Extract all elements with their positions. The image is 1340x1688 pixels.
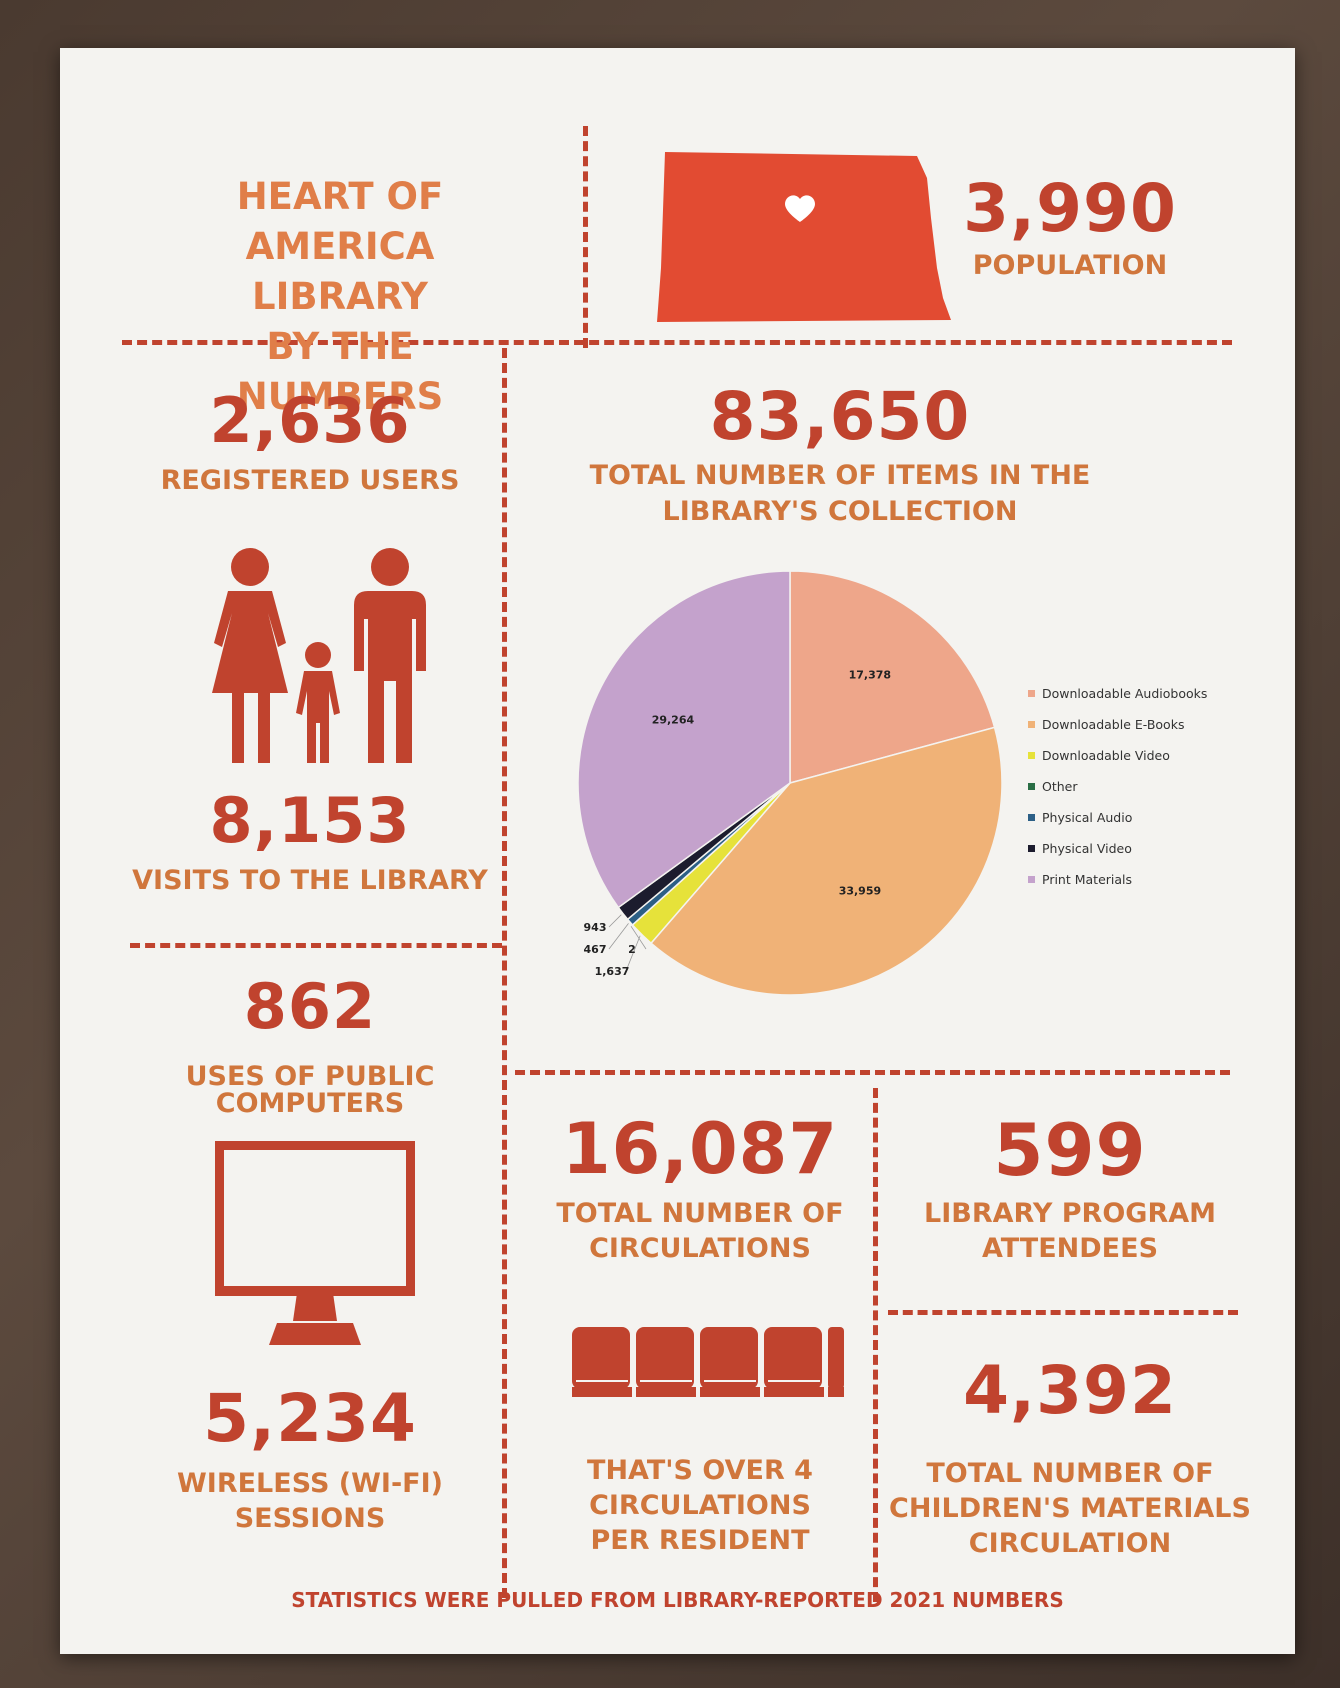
population-value: 3,990 <box>963 170 1177 247</box>
pie-data-label: 2 <box>628 943 636 956</box>
pie-slice-downloadable-e-books <box>650 726 1003 996</box>
legend-swatch <box>1028 783 1035 790</box>
pie-leader-line <box>630 926 647 950</box>
legend-label: Downloadable Audiobooks <box>1042 686 1207 701</box>
legend-label: Downloadable E-Books <box>1042 717 1184 732</box>
legend-swatch <box>1028 690 1035 697</box>
divider <box>122 340 1232 345</box>
heart-icon <box>785 195 815 222</box>
children-label-line: TOTAL NUMBER OF <box>926 1458 1214 1489</box>
legend-label: Downloadable Video <box>1042 748 1170 763</box>
computer-monitor-icon <box>215 1141 415 1345</box>
page-title: HEART OF AMERICA LIBRARY BY THE NUMBERS <box>160 172 520 422</box>
computers-label: USES OF PUBLIC COMPUTERS <box>140 1063 480 1117</box>
children-label: TOTAL NUMBER OF CHILDREN'S MATERIALS CIR… <box>885 1456 1255 1561</box>
title-line: AMERICA LIBRARY <box>245 224 435 318</box>
title-line: BY THE NUMBERS <box>236 324 444 418</box>
family-icon <box>212 548 426 763</box>
children-label-line: CHILDREN'S MATERIALS <box>889 1493 1251 1525</box>
collection-pie-chart: 17,378 33,959 1,637 2 467 943 29,264 Downloadab… <box>577 570 1207 996</box>
programs-label: LIBRARY PROGRAM ATTENDEES <box>895 1196 1245 1266</box>
collection-label: TOTAL NUMBER OF ITEMS IN THE LIBRARY'S C… <box>560 458 1120 531</box>
legend-label: Other <box>1042 779 1078 794</box>
visits-value: 8,153 <box>209 784 411 857</box>
wifi-label-line: SESSIONS <box>234 1503 386 1535</box>
pie-slice-print-materials <box>577 570 791 909</box>
circulations-value: 16,087 <box>561 1108 839 1190</box>
circulations-label: TOTAL NUMBER OF CIRCULATIONS <box>520 1196 880 1266</box>
per-resident-line: THAT'S OVER 4 <box>587 1455 813 1486</box>
per-resident-line: PER RESIDENT <box>590 1525 810 1557</box>
divider <box>502 348 507 1598</box>
population-label: POPULATION <box>972 250 1168 281</box>
infographic-sheet: HEART OF AMERICA LIBRARY BY THE NUMBERS … <box>60 48 1295 1654</box>
state-map-icon <box>657 152 951 322</box>
divider <box>515 1070 1230 1075</box>
legend-label: Physical Audio <box>1042 810 1132 825</box>
visits-label: VISITS TO THE LIBRARY <box>132 865 488 896</box>
pie-slice-downloadable-audiobooks <box>789 570 996 784</box>
pie-data-label: 29,264 <box>652 713 695 726</box>
books-icon <box>572 1327 844 1397</box>
programs-label-line: ATTENDEES <box>981 1233 1159 1265</box>
legend-label: Physical Video <box>1042 841 1132 856</box>
pie-data-label: 943 <box>584 921 607 934</box>
circulations-label-line: TOTAL NUMBER OF <box>556 1198 844 1229</box>
circulations-label-line: CIRCULATIONS <box>589 1233 811 1265</box>
wifi-label: WIRELESS (WI-FI) SESSIONS <box>140 1466 480 1536</box>
divider <box>888 1310 1238 1315</box>
per-resident-label: THAT'S OVER 4 CIRCULATIONS PER RESIDENT <box>530 1453 870 1558</box>
users-value: 2,636 <box>209 384 411 457</box>
pie-data-label: 467 <box>584 943 607 956</box>
computers-label-line: COMPUTERS <box>215 1088 405 1119</box>
per-resident-line: CIRCULATIONS <box>589 1490 811 1522</box>
legend-swatch <box>1028 752 1035 759</box>
children-label-line: CIRCULATION <box>968 1528 1172 1560</box>
title-line: HEART OF <box>236 175 444 218</box>
pie-leader-line <box>608 914 622 928</box>
legend-swatch <box>1028 721 1035 728</box>
pie-leader-line <box>625 935 641 972</box>
computers-label-line: USES OF PUBLIC <box>185 1061 435 1092</box>
divider <box>130 943 502 948</box>
pie-data-label: 33,959 <box>839 884 881 897</box>
legend-label: Print Materials <box>1042 872 1132 887</box>
wifi-label-line: WIRELESS (WI-FI) <box>177 1468 443 1499</box>
divider <box>873 1088 878 1602</box>
collection-label-line: LIBRARY'S COLLECTION <box>662 496 1018 528</box>
programs-value: 599 <box>993 1108 1147 1192</box>
computers-value: 862 <box>243 970 377 1043</box>
wifi-value: 5,234 <box>203 1380 417 1457</box>
pie-data-label: 1,637 <box>595 965 630 978</box>
legend-swatch <box>1028 845 1035 852</box>
children-value: 4,392 <box>963 1352 1177 1429</box>
legend-swatch <box>1028 814 1035 821</box>
users-label: REGISTERED USERS <box>160 465 460 496</box>
footer-note: STATISTICS WERE PULLED FROM LIBRARY-REPO… <box>291 1588 1064 1612</box>
divider <box>583 126 588 348</box>
collection-value: 83,650 <box>709 378 971 455</box>
legend-swatch <box>1028 876 1035 883</box>
collection-label-line: TOTAL NUMBER OF ITEMS IN THE <box>589 460 1091 491</box>
pie-leader-line <box>608 923 629 950</box>
programs-label-line: LIBRARY PROGRAM <box>923 1198 1217 1229</box>
pie-data-label: 17,378 <box>849 669 891 682</box>
